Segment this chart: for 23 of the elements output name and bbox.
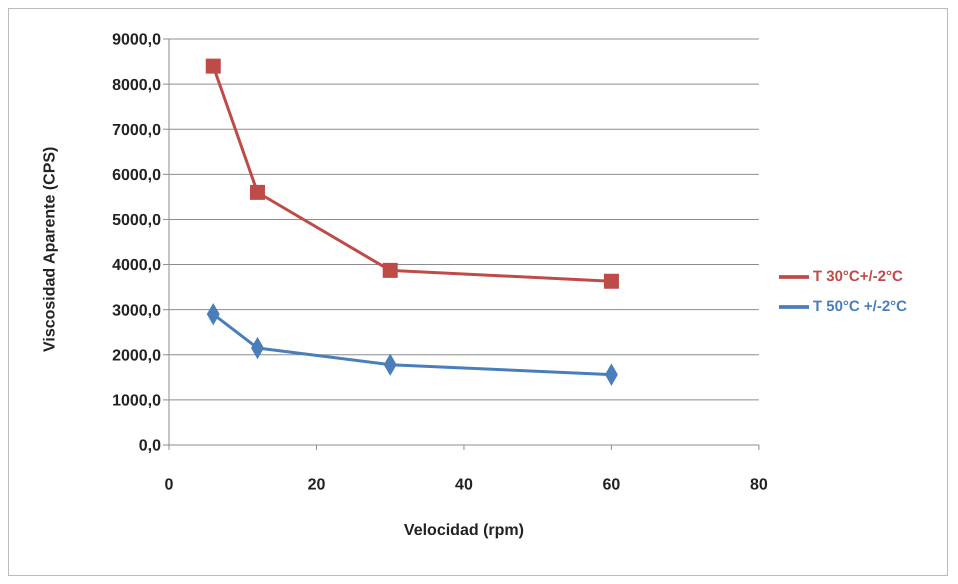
y-tick-label: 4000,0 — [112, 257, 162, 274]
point — [604, 274, 619, 289]
y-tick-label: 5000,0 — [112, 212, 162, 230]
legend-label: T 50°C +/-2°C — [812, 298, 907, 315]
y-tick-label: 3000,0 — [112, 302, 162, 320]
x-tick-label: 80 — [750, 476, 768, 494]
x-tick-label: 40 — [455, 476, 473, 494]
x-axis-title: Velocidad (rpm) — [404, 522, 524, 539]
legend-label: T 30°C+/-2°C — [812, 268, 903, 285]
y-tick-label: 1000,0 — [112, 392, 162, 410]
y-tick-label: 6000,0 — [112, 167, 162, 184]
x-tick-label: 0 — [164, 476, 174, 494]
y-axis-title: Viscosidad Aparente (CPS) — [42, 146, 59, 352]
y-tick-label: 8000,0 — [112, 76, 162, 94]
x-tick-label: 20 — [308, 476, 326, 494]
y-tick-label: 0,0 — [138, 438, 162, 455]
y-tick-label: 9000,0 — [112, 32, 162, 49]
y-tick-label: 2000,0 — [112, 347, 162, 364]
x-tick-label: 60 — [602, 476, 620, 494]
point — [250, 184, 265, 200]
point — [382, 262, 398, 278]
y-tick-label: 7000,0 — [112, 122, 162, 139]
point — [206, 58, 221, 74]
